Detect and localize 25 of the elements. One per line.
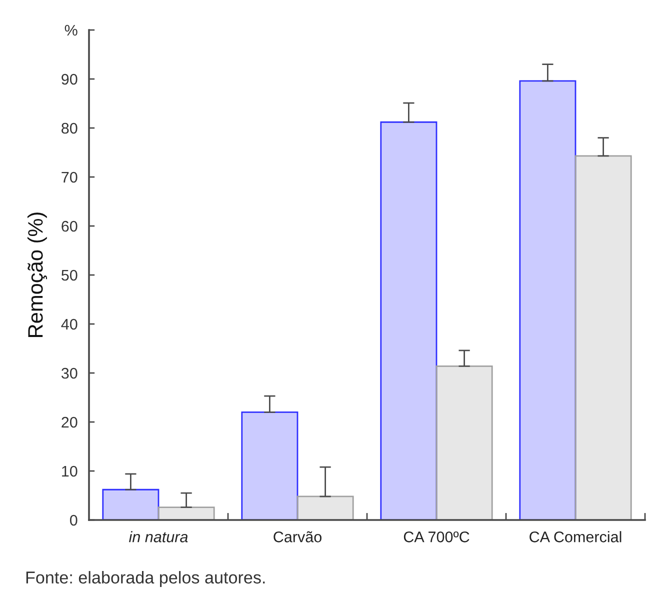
source-note: Fonte: elaborada pelos autores.: [26, 571, 265, 587]
x-tick-label: CA 700ºC: [404, 532, 470, 542]
bar: [380, 121, 438, 520]
y-tick-label: %: [64, 24, 78, 36]
x-tick-label: Carvão: [274, 531, 322, 542]
y-axis-title: Remoção (%): [27, 212, 48, 337]
x-tick-label: in natura: [129, 531, 188, 542]
y-tick-label: 20: [62, 416, 78, 428]
y-tick-label: 50: [62, 270, 78, 281]
y-tick-label: 60: [62, 220, 78, 232]
y-tick-label: 80: [62, 122, 78, 134]
bar: [158, 506, 215, 520]
x-tick-label: CA Comercial: [530, 531, 622, 542]
bar: [574, 155, 632, 520]
y-tick-label: 30: [61, 368, 78, 379]
bar: [296, 496, 354, 520]
y-tick-label: 90: [62, 74, 78, 85]
y-tick-label: 10: [62, 466, 78, 477]
bar: [519, 80, 576, 520]
bar: [102, 488, 160, 520]
bar: [241, 412, 298, 520]
bar: [436, 365, 493, 520]
y-tick-label: 70: [62, 172, 78, 183]
y-tick-label: 40: [61, 318, 78, 330]
y-tick-label: 0: [70, 514, 78, 526]
